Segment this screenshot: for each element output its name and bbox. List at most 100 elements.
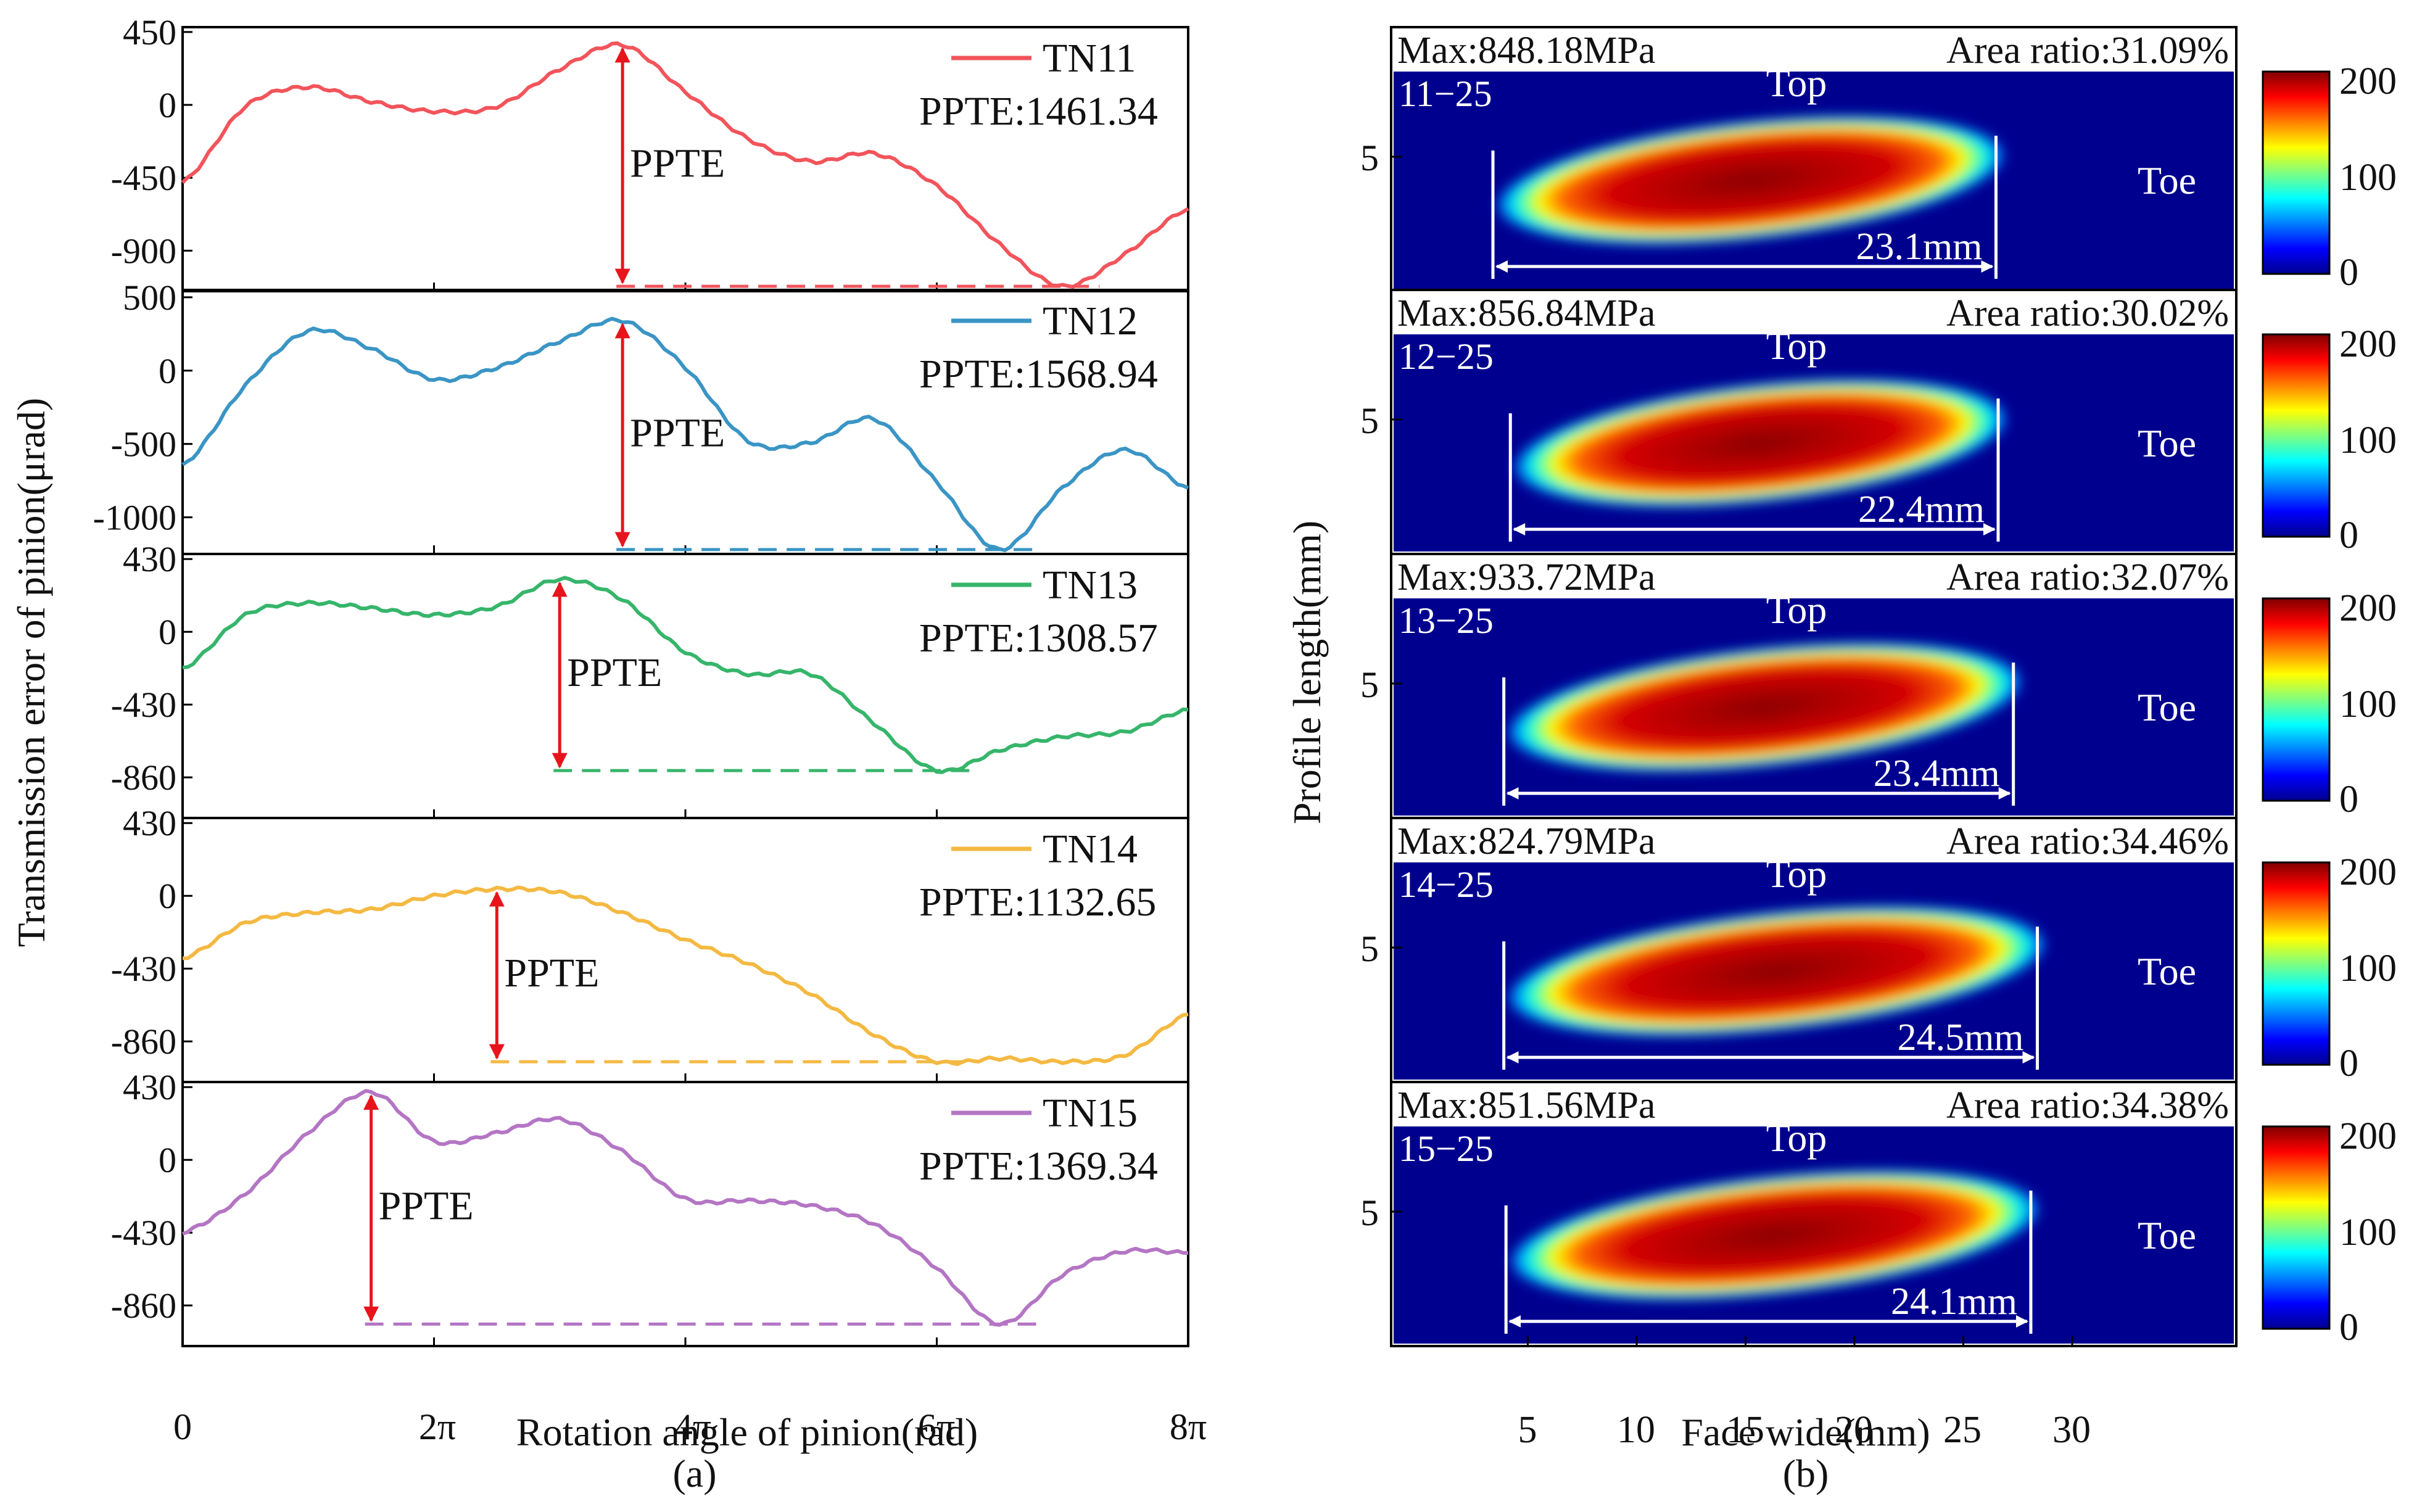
a-ytick-label: -430 bbox=[111, 685, 176, 725]
pair-label: 11−25 bbox=[1399, 73, 1492, 114]
a-xlabel: Rotation angle of pinion(rad) bbox=[516, 1410, 978, 1454]
colorbar-tick-200: 200 bbox=[2339, 851, 2397, 893]
a-ytick-label: -430 bbox=[111, 949, 176, 989]
a-subplot-tn11: 450 0 -450 -900 PPTE TN11 PPTE:1461.34 bbox=[111, 12, 1189, 292]
a-ytick-label: -900 bbox=[111, 231, 176, 271]
pair-label: 13−25 bbox=[1399, 600, 1494, 641]
a-ytick-label: 430 bbox=[123, 539, 176, 579]
b-xlabel: Face wide(mm) bbox=[1681, 1410, 1930, 1454]
contact-width-text: 23.4mm bbox=[1874, 753, 2000, 795]
a-xtick-0: 0 bbox=[173, 1407, 192, 1447]
b-caption: (b) bbox=[1783, 1452, 1829, 1495]
top-label: Top bbox=[1766, 61, 1827, 105]
a-subplot-tn12: 500 0 -500 -1000 PPTE TN12 PPTE:1568.94 bbox=[93, 278, 1189, 555]
series-line-tn15 bbox=[181, 1089, 1189, 1327]
a-ytick-label: 0 bbox=[159, 612, 176, 652]
max-stress-text: Max:848.18MPa bbox=[1397, 30, 1656, 72]
toe-label: Toe bbox=[2138, 685, 2196, 729]
a-ytick-label: -860 bbox=[111, 1286, 176, 1326]
area-ratio-text: Area ratio:34.46% bbox=[1946, 820, 2229, 862]
a-ytick-label: -430 bbox=[111, 1213, 176, 1253]
b-header-band bbox=[1394, 292, 2234, 334]
contact-width-text: 23.1mm bbox=[1856, 226, 1982, 268]
ppte-annotation: PPTE bbox=[630, 410, 725, 455]
a-ytick-label: 0 bbox=[159, 85, 176, 125]
max-stress-text: Max:851.56MPa bbox=[1397, 1084, 1656, 1126]
colorbar-tick-200: 200 bbox=[2339, 323, 2397, 365]
colorbar-14 bbox=[2262, 861, 2331, 1066]
b-subplot-12: Max:856.84MPa Area ratio:30.02% 12−25 Top To… bbox=[1360, 289, 2397, 556]
a-ytick-label: -500 bbox=[111, 424, 176, 465]
a-ytick-label: 0 bbox=[159, 1140, 176, 1180]
max-stress-text: Max:856.84MPa bbox=[1397, 292, 1656, 334]
b-header-band bbox=[1394, 1084, 2234, 1126]
pair-label: 12−25 bbox=[1399, 336, 1494, 377]
a-ytick-label: -860 bbox=[111, 1022, 176, 1062]
colorbar-tick-200: 200 bbox=[2339, 1115, 2397, 1157]
b-header-band bbox=[1394, 820, 2234, 862]
a-ytick-label: 0 bbox=[159, 876, 176, 916]
ppte-annotation: PPTE bbox=[504, 951, 599, 996]
b-ytick-label: 5 bbox=[1360, 400, 1379, 441]
ppte-value-tn14: PPTE:1132.65 bbox=[919, 880, 1156, 925]
a-frame-tn14 bbox=[181, 817, 1189, 1083]
toe-label: Toe bbox=[2138, 949, 2196, 993]
series-line-tn12 bbox=[181, 316, 1189, 553]
a-ytick-label: 430 bbox=[123, 803, 176, 843]
a-xtick-8pi: 8π bbox=[1170, 1407, 1207, 1447]
colorbar-tick-100: 100 bbox=[2339, 157, 2397, 199]
colorbar-13 bbox=[2262, 597, 2331, 802]
ppte-annotation: PPTE bbox=[630, 141, 725, 186]
area-ratio-text: Area ratio:34.38% bbox=[1946, 1084, 2229, 1126]
series-line-tn11 bbox=[181, 41, 1189, 289]
contact-patch-15 bbox=[1507, 1170, 2042, 1300]
colorbar-tick-0: 0 bbox=[2339, 1307, 2358, 1349]
colorbar-tick-100: 100 bbox=[2339, 684, 2397, 725]
legend-label-tn11: TN11 bbox=[1043, 36, 1136, 81]
ppte-annotation: PPTE bbox=[379, 1183, 474, 1228]
a-ytick-label: -1000 bbox=[93, 498, 176, 538]
b-ytick-label: 5 bbox=[1360, 1192, 1379, 1233]
toe-label: Toe bbox=[2138, 159, 2196, 202]
b-subplot-15: Max:851.56MPa Area ratio:34.38% 15−25 Top To… bbox=[1360, 1081, 2397, 1349]
colorbar-tick-100: 100 bbox=[2339, 419, 2397, 461]
a-subplot-tn15: 430 0 -430 -860 PPTE TN15 PPTE:1369.34 bbox=[111, 1067, 1189, 1347]
toe-label: Toe bbox=[2138, 1213, 2196, 1257]
a-ytick-label: 450 bbox=[123, 12, 176, 52]
b-header-band bbox=[1394, 30, 2234, 72]
max-stress-text: Max:933.72MPa bbox=[1397, 556, 1656, 598]
a-ytick-label: -450 bbox=[111, 158, 176, 198]
legend-label-tn13: TN13 bbox=[1043, 563, 1138, 608]
colorbar-15 bbox=[2262, 1125, 2331, 1330]
ppte-value-tn15: PPTE:1369.34 bbox=[919, 1144, 1158, 1189]
b-subplot-13: Max:933.72MPa Area ratio:32.07% 13−25 Top To… bbox=[1360, 553, 2397, 820]
panel-a-transmission-error: 450 0 -450 -900 PPTE TN11 PPTE:1461.34 500 0 -500… bbox=[9, 12, 1207, 1495]
contact-width-text: 24.1mm bbox=[1891, 1281, 2017, 1323]
a-frame-tn13 bbox=[181, 553, 1189, 819]
b-xtick-25: 25 bbox=[1943, 1409, 1982, 1451]
top-label: Top bbox=[1766, 1116, 1827, 1160]
ppte-value-tn12: PPTE:1568.94 bbox=[919, 352, 1158, 397]
contact-ellipse bbox=[1511, 378, 2009, 508]
b-xtick-20: 20 bbox=[1835, 1409, 1873, 1451]
a-xtick-6pi: 6π bbox=[918, 1407, 955, 1447]
contact-ellipse bbox=[1505, 642, 2025, 772]
colorbar-tick-200: 200 bbox=[2339, 587, 2397, 629]
a-caption: (a) bbox=[672, 1452, 716, 1495]
colorbar-11 bbox=[2262, 70, 2331, 275]
ppte-value-tn11: PPTE:1461.34 bbox=[919, 89, 1158, 134]
legend-label-tn14: TN14 bbox=[1043, 827, 1138, 872]
a-xtick-4pi: 4π bbox=[674, 1407, 711, 1447]
pair-label: 15−25 bbox=[1399, 1128, 1494, 1169]
colorbar-tick-200: 200 bbox=[2339, 60, 2397, 102]
area-ratio-text: Area ratio:31.09% bbox=[1946, 30, 2229, 72]
a-ytick-label: 500 bbox=[123, 278, 176, 318]
contact-patch-14 bbox=[1505, 905, 2049, 1037]
colorbar-12 bbox=[2262, 333, 2331, 538]
a-ytick-label: -860 bbox=[111, 758, 176, 798]
contact-width-text: 24.5mm bbox=[1898, 1017, 2024, 1059]
legend-label-tn12: TN12 bbox=[1043, 299, 1138, 344]
ppte-value-tn13: PPTE:1308.57 bbox=[919, 616, 1158, 661]
a-xtick-2pi: 2π bbox=[419, 1407, 456, 1447]
